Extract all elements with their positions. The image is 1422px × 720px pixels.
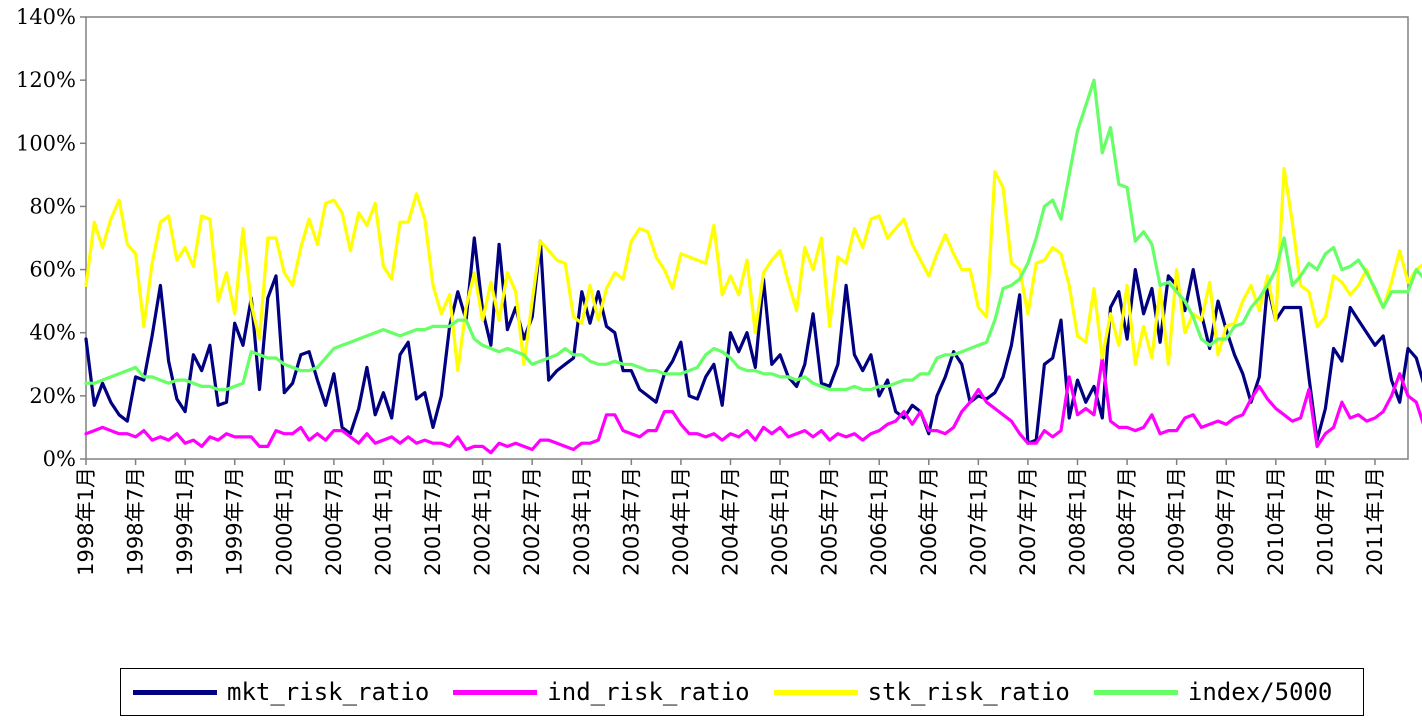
x-tick-label: 2005年1月	[768, 467, 792, 576]
x-tick-label: 2008年1月	[1066, 467, 1090, 576]
legend-label-index: index/5000	[1187, 678, 1333, 706]
y-tick-label: 120%	[16, 68, 76, 92]
legend-item-ind: ind_risk_ratio	[453, 678, 750, 706]
legend-item-index: index/5000	[1093, 678, 1333, 706]
legend-label-stk: stk_risk_ratio	[867, 678, 1070, 706]
legend-item-mkt: mkt_risk_ratio	[133, 678, 429, 706]
legend-swatch-ind	[453, 689, 538, 695]
series-line-ind-risk-ratio	[84, 356, 1422, 455]
y-tick-label: 80%	[29, 194, 76, 218]
x-tick-label: 1998年7月	[124, 467, 148, 576]
x-tick-label: 2009年1月	[1165, 467, 1189, 576]
legend: mkt_risk_ratio ind_risk_ratio stk_risk_r…	[120, 668, 1364, 716]
legend-label-ind: ind_risk_ratio	[547, 678, 750, 706]
series-line-mkt-risk-ratio	[84, 236, 1422, 445]
x-tick-label: 2004年1月	[669, 467, 693, 576]
x-tick-label: 2005年7月	[818, 467, 842, 576]
x-tick-label: 2001年1月	[371, 467, 395, 576]
x-tick-label: 2000年1月	[272, 467, 296, 576]
x-tick-label: 2002年1月	[471, 467, 495, 576]
legend-swatch-mkt	[133, 689, 217, 695]
x-tick-label: 1999年1月	[173, 467, 197, 576]
legend-item-stk: stk_risk_ratio	[773, 678, 1070, 706]
legend-swatch-stk	[773, 689, 858, 695]
legend-label-mkt: mkt_risk_ratio	[227, 678, 430, 706]
series-line-stk-risk-ratio	[84, 166, 1422, 373]
x-tick-label: 2009年7月	[1214, 467, 1238, 576]
x-tick-label: 2003年7月	[619, 467, 643, 576]
y-tick-label: 60%	[29, 258, 76, 282]
legend-swatch-index	[1093, 689, 1178, 695]
x-tick-label: 1999年7月	[223, 467, 247, 576]
x-axis: 1998年1月 1998年7月 1999年1月 1999年7月 2000年1月 2000年…	[74, 459, 1387, 576]
y-tick-label: 100%	[16, 131, 76, 155]
y-tick-label: 0%	[43, 447, 76, 471]
x-tick-label: 2006年1月	[867, 467, 891, 576]
x-tick-label: 2006年7月	[917, 467, 941, 576]
plot-area	[85, 16, 1409, 460]
x-tick-label: 2002年7月	[520, 467, 544, 576]
x-tick-label: 2000年7月	[322, 467, 346, 576]
y-tick-label: 40%	[29, 321, 76, 345]
line-chart: 0% 20% 40% 60% 80% 100% 120% 140% 1998年1月 1998年7…	[16, 5, 1422, 576]
series-layer	[84, 78, 1422, 455]
x-tick-label: 2003年1月	[570, 467, 594, 576]
y-axis: 0% 20% 40% 60% 80% 100% 120% 140%	[16, 5, 86, 471]
x-tick-label: 2010年1月	[1264, 467, 1288, 576]
x-tick-label: 2001年7月	[421, 467, 445, 576]
series-line-index-5000	[84, 78, 1422, 392]
x-tick-label: 2007年1月	[966, 467, 990, 576]
x-tick-label: 2008年7月	[1115, 467, 1139, 576]
y-tick-label: 140%	[16, 5, 76, 29]
x-tick-label: 2011年1月	[1363, 467, 1387, 576]
x-tick-label: 2004年7月	[718, 467, 742, 576]
x-tick-label: 2010年7月	[1313, 467, 1337, 576]
x-tick-label: 2007年7月	[1016, 467, 1040, 576]
x-tick-label: 1998年1月	[74, 467, 98, 576]
y-tick-label: 20%	[29, 384, 76, 408]
